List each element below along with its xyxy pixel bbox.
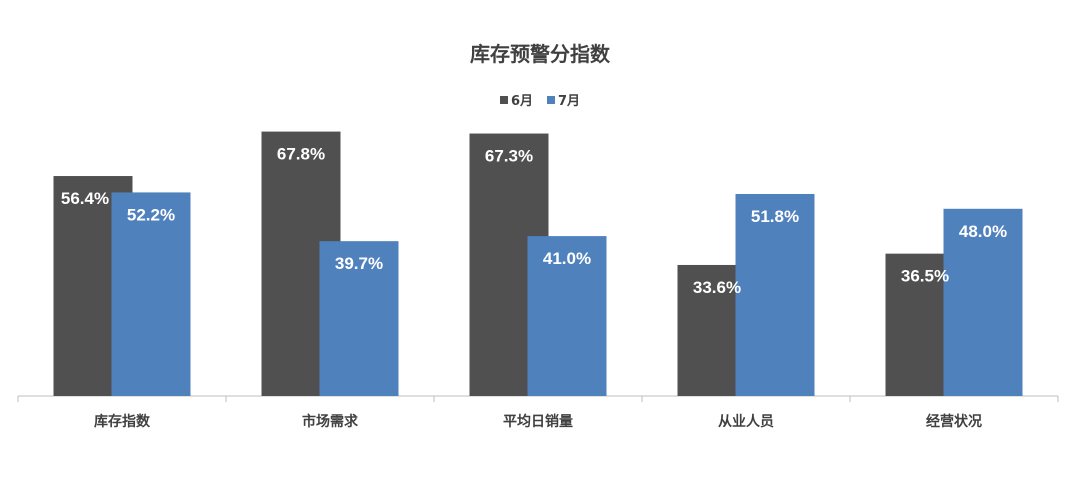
bar-july <box>319 241 399 396</box>
x-tick-label: 库存指数 <box>94 413 151 430</box>
legend-swatch <box>499 95 508 104</box>
data-label: 56.4% <box>61 189 109 208</box>
data-label: 67.3% <box>485 147 533 166</box>
legend-label: 6月 <box>510 94 533 109</box>
x-tick-label: 从业人员 <box>718 413 774 430</box>
bar-july <box>943 208 1023 396</box>
legend-label: 7月 <box>558 94 581 109</box>
data-label: 36.5% <box>901 267 949 286</box>
data-label: 33.6% <box>693 278 741 297</box>
legend-swatch <box>547 95 555 104</box>
chart-title: 库存预警分指数 <box>470 42 610 66</box>
bar-july <box>111 192 191 396</box>
legend-item-june: 6月 <box>499 90 533 109</box>
bar-july <box>735 193 815 396</box>
data-label: 67.8% <box>277 145 325 164</box>
data-label: 41.0% <box>543 249 591 268</box>
data-label: 51.8% <box>751 207 799 226</box>
legend: 6月 7月 <box>0 90 1080 109</box>
data-label: 52.2% <box>127 205 175 224</box>
legend-item-july: 7月 <box>547 90 580 109</box>
data-label: 48.0% <box>959 222 1007 241</box>
data-label: 39.7% <box>335 254 383 273</box>
x-tick-label: 平均日销量 <box>503 413 573 430</box>
x-tick-label: 经营状况 <box>926 413 982 430</box>
x-tick-label: 市场需求 <box>302 413 359 430</box>
bar-july <box>527 236 607 396</box>
